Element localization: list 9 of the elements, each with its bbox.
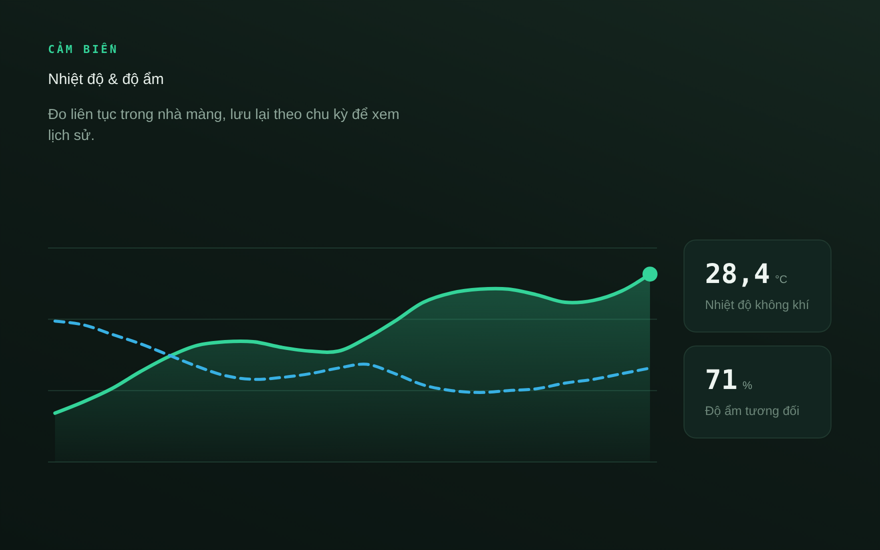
text: 71 <box>705 365 738 396</box>
text: % <box>742 380 753 392</box>
text: Nhiệt độ không khí <box>705 298 810 312</box>
chart-subtitle: Đo liên tục trong nhà màng, lưu lại theo chu kỳ để xem lịch sử. <box>48 107 400 144</box>
text: °C <box>775 274 788 286</box>
text: 28,4 <box>705 259 770 290</box>
chart-title: Nhiệt độ & độ ẩm <box>48 71 164 88</box>
text: CẢM BIẾN <box>48 40 119 56</box>
text: Độ ẩm tương đối <box>705 404 800 418</box>
